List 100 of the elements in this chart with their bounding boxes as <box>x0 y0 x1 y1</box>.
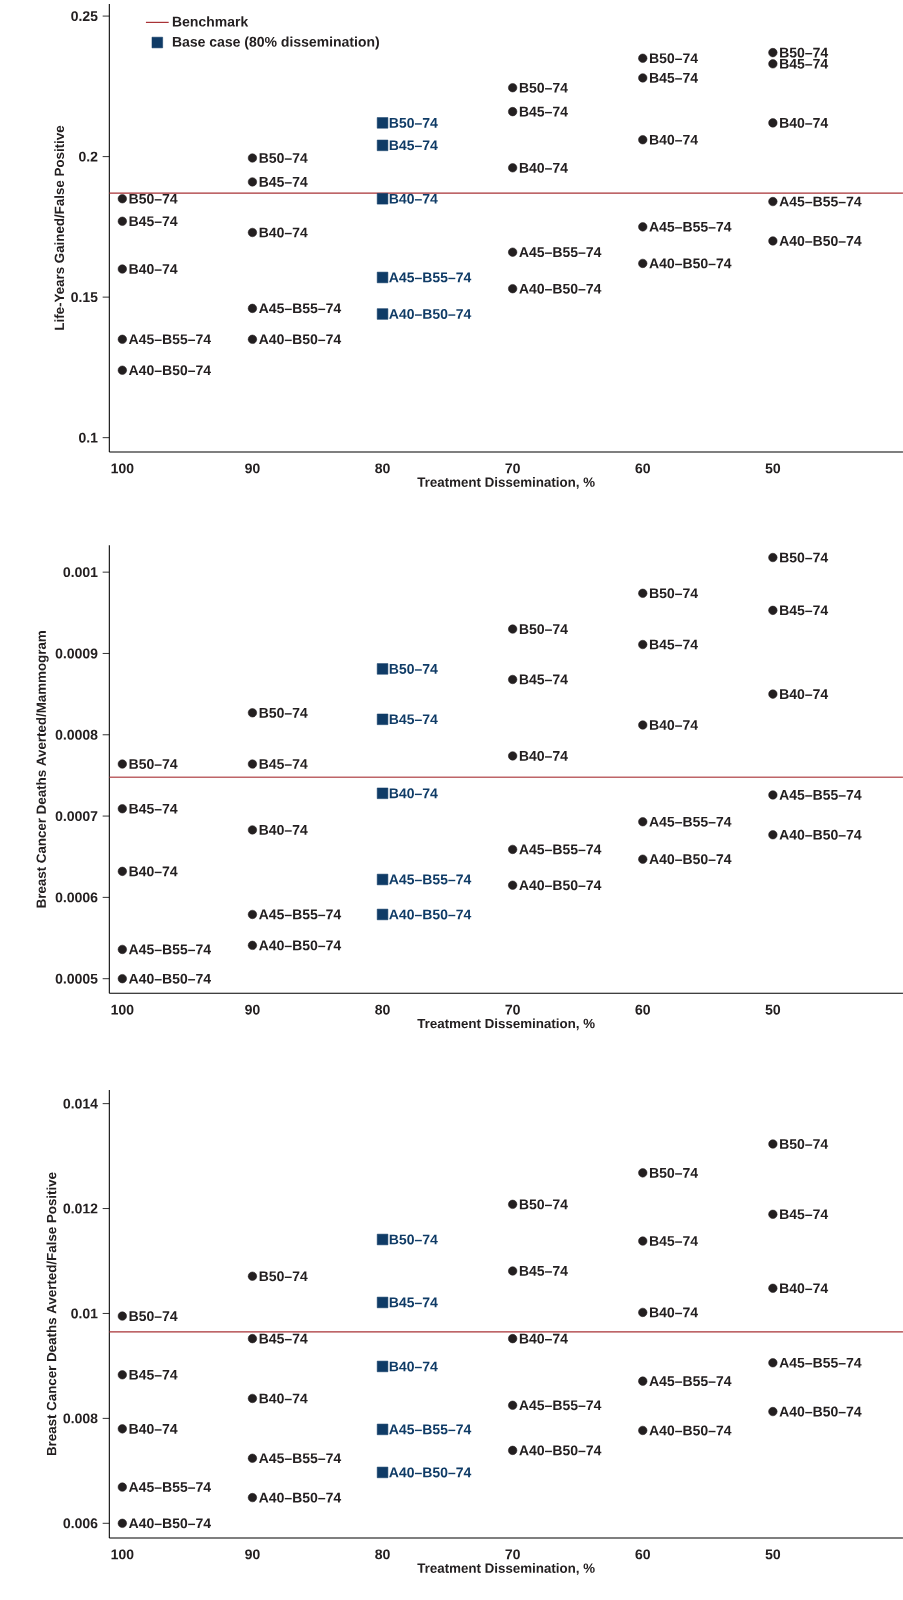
point <box>376 908 389 921</box>
point <box>376 1360 389 1373</box>
annotation: A45–B55–74 <box>649 222 732 232</box>
point <box>768 830 778 840</box>
point <box>508 284 518 294</box>
annotation: A40–B50–74 <box>519 880 602 891</box>
point <box>247 1334 257 1344</box>
annotation: A45–B55–74 <box>128 334 211 345</box>
point <box>638 258 648 268</box>
annotation: A40–B50–74 <box>519 283 602 294</box>
point <box>768 1407 778 1417</box>
annotation: A40–B50–74 <box>389 909 472 920</box>
point <box>638 1307 648 1317</box>
point <box>247 825 257 835</box>
point <box>508 1400 518 1410</box>
point <box>768 689 778 699</box>
point <box>376 271 389 284</box>
point <box>638 720 648 730</box>
x-tick-label: 100 <box>111 1004 134 1015</box>
annotation: A40–B50–74 <box>649 258 732 269</box>
x-tick-label: 100 <box>111 463 134 474</box>
point <box>376 787 389 799</box>
y-tick-label: 0.0009 <box>55 648 98 659</box>
y-tick-label: 0.014 <box>63 1098 98 1109</box>
point <box>247 1271 257 1281</box>
point <box>247 1493 257 1503</box>
point <box>117 1370 127 1380</box>
point <box>117 1311 127 1321</box>
point <box>376 663 389 675</box>
x-tick-label: 60 <box>635 1549 650 1560</box>
y-axis-title: Breast Cancer Deaths Averted/Mammogram <box>36 631 49 908</box>
point <box>117 1482 127 1492</box>
annotation: B45–74 <box>649 73 698 83</box>
annotation: A45–B55–74 <box>128 1482 211 1492</box>
annotation: B50–74 <box>519 624 568 635</box>
annotation: B45–74 <box>389 1297 438 1308</box>
x-tick-label: 70 <box>505 1549 520 1560</box>
annotation: A45–B55–74 <box>389 874 472 885</box>
annotation: A45–B55–74 <box>259 909 342 920</box>
point <box>117 365 127 375</box>
annotation: B40–74 <box>129 264 178 274</box>
x-tick-label: 70 <box>505 1004 520 1015</box>
x-axis-title: Treatment Dissemination, % <box>417 1563 595 1575</box>
annotation: A45–B55–74 <box>519 844 602 855</box>
annotation: B50–74 <box>649 53 698 64</box>
annotation: A45–B55–74 <box>779 196 862 207</box>
y-tick-label: 0.25 <box>71 11 98 22</box>
point <box>508 107 518 117</box>
point <box>376 713 389 725</box>
point <box>376 193 389 205</box>
annotation: B45–74 <box>780 605 829 616</box>
point <box>508 880 518 890</box>
point <box>638 1425 648 1435</box>
annotation: B45–74 <box>389 140 438 151</box>
annotation: B45–74 <box>649 1236 698 1246</box>
annotation: B45–74 <box>780 1209 829 1220</box>
annotation: A45–B55–74 <box>519 247 602 258</box>
annotation: A40–B50–74 <box>259 940 342 951</box>
x-tick-label: 50 <box>765 1004 781 1015</box>
y-tick-label: 0.0007 <box>55 811 98 822</box>
annotation: B45–74 <box>129 216 178 227</box>
point <box>638 854 648 864</box>
annotation: A40–B50–74 <box>649 1425 732 1436</box>
point <box>247 1453 257 1463</box>
x-tick-label: 70 <box>505 463 520 474</box>
annotation: B40–74 <box>519 1333 568 1344</box>
point <box>768 236 778 246</box>
annotation: B45–74 <box>780 58 829 69</box>
x-axis-title: Treatment Dissemination, % <box>417 1018 595 1031</box>
point <box>117 264 127 274</box>
annotation: B50–74 <box>780 552 829 563</box>
annotation: B50–74 <box>519 1199 568 1210</box>
point <box>638 53 648 63</box>
point <box>768 59 778 69</box>
y-tick-label: 0.01 <box>71 1308 98 1319</box>
annotation: B40–74 <box>389 1361 438 1372</box>
y-tick-label: 0.012 <box>63 1203 98 1214</box>
point <box>247 759 257 769</box>
point <box>508 83 518 93</box>
y-tick-label: 0.0008 <box>55 729 98 740</box>
point <box>247 909 257 919</box>
point <box>376 117 389 129</box>
annotation: A45–B55–74 <box>649 1376 732 1387</box>
annotation: B50–74 <box>389 663 438 674</box>
point <box>117 334 127 344</box>
point <box>376 1423 389 1435</box>
point <box>768 48 778 58</box>
point <box>768 1283 778 1293</box>
y-tick-label: 0.15 <box>71 292 98 303</box>
annotation: B40–74 <box>389 193 438 204</box>
point <box>376 308 389 320</box>
annotation: A40–B50–74 <box>128 1518 211 1529</box>
point <box>508 674 518 685</box>
annotation: A40–B50–74 <box>259 334 342 345</box>
annotation: B40–74 <box>780 689 829 700</box>
annotation: A40–B50–74 <box>779 829 862 840</box>
point <box>768 1209 778 1219</box>
point <box>638 222 648 232</box>
point <box>376 873 389 886</box>
annotation: B40–74 <box>649 720 698 730</box>
